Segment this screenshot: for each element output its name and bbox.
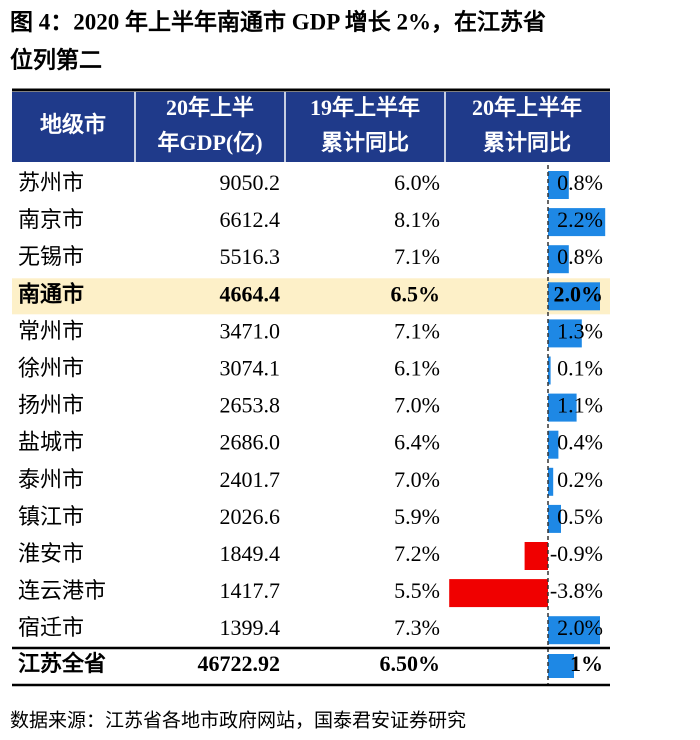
title-line: 位列第二: [10, 46, 102, 72]
growth-bar: [548, 319, 582, 348]
gdp-cell: 5516.3: [220, 244, 281, 269]
city-cell: 扬州市: [18, 393, 84, 418]
city-cell: 江苏全省: [18, 651, 106, 676]
growth-cell: 1.3%: [557, 318, 603, 343]
gdp-cell: 9050.2: [220, 170, 281, 195]
growth-bar: [548, 356, 551, 385]
growth-bar: [548, 504, 561, 533]
prev-growth-cell: 7.1%: [394, 318, 440, 343]
header-cell: 20年上半: [166, 95, 254, 120]
gdp-cell: 6612.4: [220, 207, 281, 232]
growth-cell: 0.1%: [557, 356, 603, 381]
header-cell: 19年上半年: [310, 95, 420, 120]
prev-growth-cell: 7.0%: [394, 467, 440, 492]
prev-growth-cell: 6.50%: [380, 651, 441, 676]
growth-bar: [449, 579, 548, 608]
gdp-cell: 4664.4: [220, 281, 281, 306]
growth-cell: 2.0%: [554, 281, 604, 306]
header-cell: 累计同比: [483, 130, 571, 155]
city-cell: 南通市: [18, 281, 84, 306]
gdp-cell: 3074.1: [220, 356, 281, 381]
title-line: 图 4：2020 年上半年南通市 GDP 增长 2%，在江苏省: [10, 8, 546, 34]
city-cell: 无锡市: [18, 244, 84, 269]
header-cell: 20年上半年: [472, 95, 582, 120]
header-cell: 累计同比: [321, 130, 409, 155]
growth-bar: [548, 245, 569, 274]
prev-growth-cell: 6.1%: [394, 356, 440, 381]
prev-growth-cell: 7.0%: [394, 393, 440, 418]
gdp-cell: 2686.0: [220, 430, 281, 455]
highlight-layer: [12, 278, 610, 315]
prev-growth-cell: 6.5%: [391, 281, 441, 306]
city-cell: 泰州市: [18, 467, 84, 492]
growth-cell: -3.8%: [550, 578, 603, 603]
prev-growth-cell: 8.1%: [394, 207, 440, 232]
prev-growth-cell: 5.5%: [394, 578, 440, 603]
prev-growth-cell: 6.4%: [394, 430, 440, 455]
header-band: [12, 92, 610, 162]
growth-bar: [548, 282, 600, 311]
growth-cell: 2.2%: [557, 207, 603, 232]
growth-cell: 0.4%: [557, 430, 603, 455]
growth-cell: 1%: [570, 651, 603, 676]
city-cell: 淮安市: [18, 541, 84, 566]
gdp-cell: 1417.7: [220, 578, 281, 603]
gdp-cell: 46722.92: [198, 651, 281, 676]
growth-cell: 2.0%: [557, 615, 603, 640]
gdp-cell: 2653.8: [220, 393, 281, 418]
prev-growth-cell: 7.1%: [394, 244, 440, 269]
city-cell: 镇江市: [18, 504, 84, 529]
growth-cell: -0.9%: [550, 541, 603, 566]
gdp-cell: 2026.6: [220, 504, 281, 529]
growth-cell: 0.8%: [557, 244, 603, 269]
city-cell: 盐城市: [18, 430, 84, 455]
growth-cell: 1.1%: [557, 393, 603, 418]
prev-growth-cell: 5.9%: [394, 504, 440, 529]
city-cell: 连云港市: [18, 578, 106, 603]
header-cell: 地级市: [40, 112, 106, 137]
growth-cell: 0.8%: [557, 170, 603, 195]
growth-bar: [548, 467, 554, 496]
growth-cell: 0.5%: [557, 504, 603, 529]
city-cell: 徐州市: [18, 356, 84, 381]
growth-bar: [548, 616, 600, 645]
city-cell: 苏州市: [18, 170, 84, 195]
header-cell: 年GDP(亿): [157, 130, 262, 155]
growth-cell: 0.2%: [557, 467, 603, 492]
city-cell: 南京市: [18, 207, 84, 232]
growth-bar: [524, 542, 548, 570]
growth-bar: [548, 430, 559, 459]
gdp-cell: 2401.7: [220, 467, 281, 492]
growth-bar: [548, 171, 569, 199]
gdp-cell: 3471.0: [220, 318, 281, 343]
growth-bar: [548, 393, 577, 422]
source-note: 数据来源：江苏省各地市政府网站，国泰君安证券研究: [10, 709, 466, 731]
gdp-cell: 1849.4: [220, 541, 281, 566]
growth-bar: [548, 654, 574, 678]
city-cell: 常州市: [18, 318, 84, 343]
prev-growth-cell: 7.3%: [394, 615, 440, 640]
bar-layer: [449, 171, 606, 678]
growth-bar: [548, 208, 606, 237]
prev-growth-cell: 6.0%: [394, 170, 440, 195]
prev-growth-cell: 7.2%: [394, 541, 440, 566]
gdp-cell: 1399.4: [220, 615, 281, 640]
city-cell: 宿迁市: [18, 615, 84, 640]
highlight-row: [12, 278, 610, 315]
